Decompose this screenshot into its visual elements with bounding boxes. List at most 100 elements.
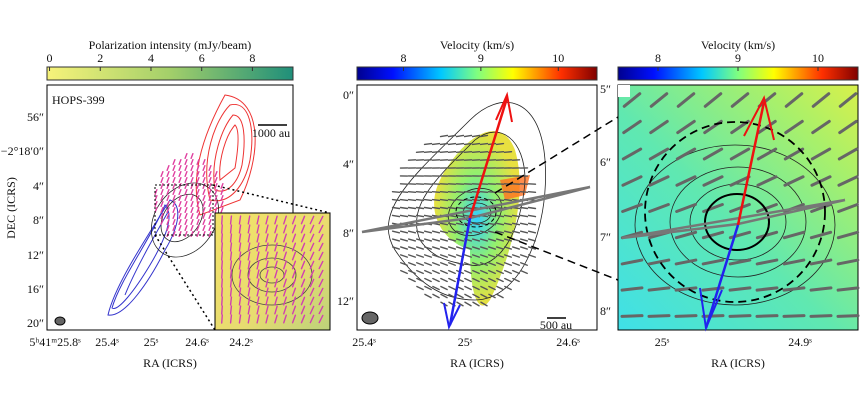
vector: [480, 269, 488, 275]
vector: [196, 164, 200, 172]
vector: [431, 198, 441, 202]
vector: [407, 191, 417, 193]
vector: [503, 254, 513, 258]
vector: [479, 134, 489, 138]
vector: [440, 293, 448, 299]
vector: [431, 142, 441, 146]
vector: [238, 314, 242, 324]
vector: [265, 215, 269, 225]
vector: [407, 198, 417, 202]
vector: [184, 218, 188, 226]
vector: [439, 246, 449, 250]
vector: [439, 222, 449, 226]
vector: [291, 287, 297, 297]
vector: [190, 176, 194, 184]
vector: [238, 287, 242, 297]
colorbar-tick-label: 8: [249, 51, 255, 65]
panel-2: Velocity (km/s) 500 au RA (ICRS) 25.4ˢ 2…: [337, 38, 619, 370]
vector: [184, 206, 188, 214]
vector: [809, 286, 833, 292]
vector: [318, 242, 324, 252]
vector: [400, 269, 408, 275]
vector: [300, 278, 306, 288]
vector: [283, 224, 287, 234]
vector: [495, 214, 505, 218]
vector: [519, 230, 529, 234]
vector: [439, 151, 449, 153]
vector: [447, 142, 457, 146]
vector: [432, 277, 440, 283]
y-tick-label: −2°18′0″: [1, 144, 44, 158]
magnetic-field-vectors: [620, 92, 860, 318]
vector: [300, 260, 306, 270]
vector: [238, 233, 242, 243]
vector: [495, 254, 505, 258]
vector: [455, 214, 465, 218]
vector: [504, 262, 512, 266]
vector: [229, 215, 233, 225]
vector: [447, 206, 457, 210]
colorbar-tick-label: 10: [812, 51, 824, 65]
arrow-head: [743, 95, 775, 141]
y-tick-label: 20″: [27, 316, 44, 330]
vector: [166, 170, 170, 178]
vector: [309, 233, 315, 243]
vector: [496, 277, 504, 283]
vector: [300, 296, 306, 306]
vector: [432, 293, 440, 299]
vector: [247, 269, 251, 279]
vector: [472, 262, 480, 266]
vector: [247, 242, 251, 252]
vector: [519, 238, 529, 242]
vector: [423, 254, 433, 258]
vector: [202, 182, 206, 190]
vector: [190, 200, 194, 208]
vector: [172, 224, 176, 232]
vector: [620, 314, 644, 318]
vector: [471, 238, 481, 242]
vector: [511, 230, 521, 234]
vector: [166, 194, 170, 202]
vector: [172, 230, 176, 238]
vector: [836, 314, 860, 318]
vector: [202, 206, 206, 214]
vector: [229, 224, 233, 234]
vector: [495, 198, 505, 202]
vector: [265, 233, 269, 243]
vector: [291, 251, 297, 261]
vector: [455, 222, 465, 226]
vector: [184, 230, 188, 238]
vector: [247, 314, 251, 324]
vector: [487, 230, 497, 234]
vector: [472, 269, 480, 275]
vector: [495, 222, 505, 226]
vector: [178, 170, 182, 178]
x-tick-label: 25ˢ: [144, 335, 159, 349]
vector: [283, 233, 287, 243]
vector: [503, 222, 513, 226]
vector: [265, 314, 269, 324]
colorbar-tick-label: 0: [47, 51, 53, 65]
vector: [495, 238, 505, 242]
vector: [291, 296, 297, 306]
vector: [836, 230, 860, 240]
vector: [166, 206, 170, 214]
vector: [447, 246, 457, 250]
vector: [479, 238, 489, 242]
vector: [190, 212, 194, 220]
vector: [291, 269, 297, 279]
vector: [487, 222, 497, 226]
vector: [221, 287, 223, 297]
vector: [214, 200, 218, 208]
vector: [178, 206, 182, 214]
vector: [184, 158, 188, 166]
vector: [265, 251, 269, 261]
vector: [196, 224, 200, 232]
vector: [300, 314, 306, 324]
vector: [519, 246, 529, 250]
vector: [838, 92, 858, 108]
y-tick-label: 16″: [27, 282, 44, 296]
vector: [172, 182, 176, 190]
vector: [675, 147, 697, 161]
vector: [309, 287, 315, 297]
